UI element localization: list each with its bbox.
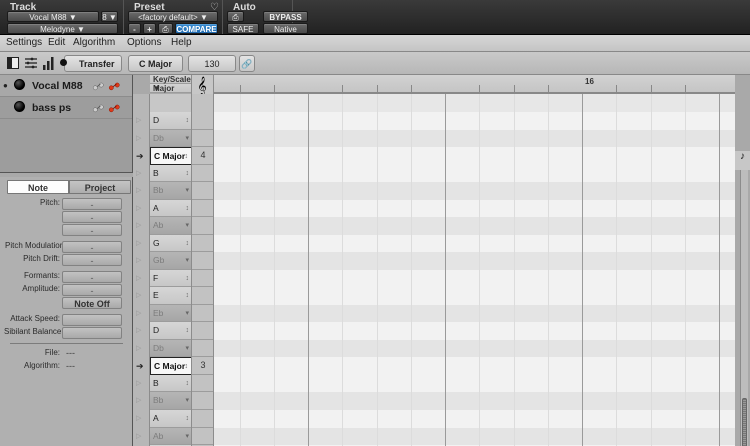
svg-text:𝄞: 𝄞 <box>197 77 206 94</box>
